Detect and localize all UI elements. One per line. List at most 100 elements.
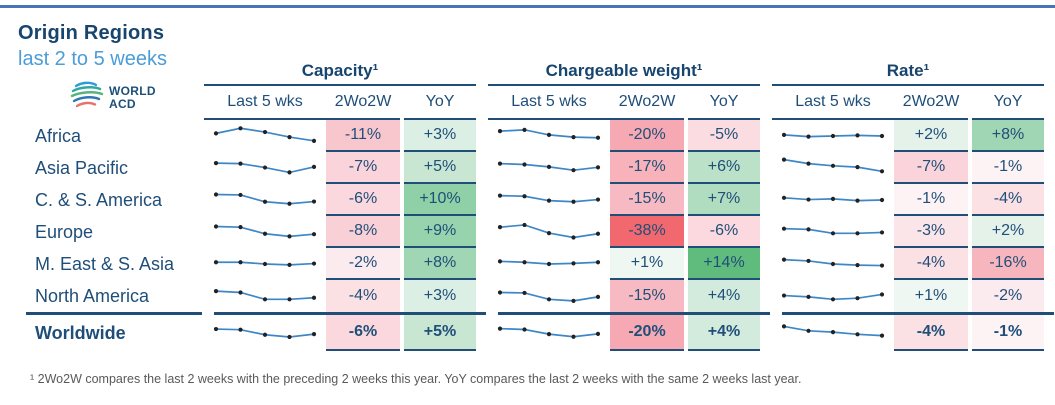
table-row-m-east-s-asia: M. East & S. Asia -2% +8% +1% +14% -4% -16% — [18, 248, 1054, 280]
chargeable_weight-yoy-value: -6% — [688, 216, 760, 248]
sparkline-cell-rate — [772, 216, 894, 248]
capacity-yoy-value: +3% — [404, 280, 476, 312]
chargeable_weight-yoy-value: -5% — [688, 120, 760, 152]
col-header-last5wks: Last 5 wks — [511, 93, 587, 110]
region-label: North America — [35, 285, 150, 306]
sparkline-cell-chargeable_weight — [488, 152, 610, 184]
table-row-europe: Europe -8% +9% -38% -6% -3% +2% — [18, 216, 1054, 248]
rate-2wo2w-value: +1% — [894, 280, 968, 312]
sparkline-cell-chargeable_weight — [488, 184, 610, 216]
separator-segment — [498, 312, 770, 315]
col-header-2wo2w: 2Wo2W — [618, 93, 676, 110]
group-gap — [476, 280, 488, 312]
footnote: ¹ 2Wo2W compares the last 2 weeks with t… — [30, 372, 802, 386]
page-subtitle: last 2 to 5 weeks — [18, 48, 167, 70]
region-label: Africa — [35, 125, 82, 146]
capacity-2wo2w-value: -7% — [326, 152, 400, 184]
total-separator-rule — [18, 312, 1054, 315]
sparkline-rate-asia-pacific — [781, 157, 885, 174]
chargeable_weight-2wo2w-value: -20% — [610, 120, 684, 152]
sparkline-capacity-m-east-s-asia — [213, 260, 317, 267]
sparkline-rate-m-east-s-asia — [781, 257, 885, 268]
group-gap — [760, 120, 772, 152]
worldacd-logo: WORLD ACD — [70, 80, 208, 115]
chargeable_weight-2wo2w-value: +1% — [610, 248, 684, 280]
capacity-yoy-value: +5% — [404, 315, 476, 351]
sparkline-cell-rate — [772, 315, 894, 351]
group-gap — [760, 315, 772, 351]
group-gap — [760, 56, 772, 86]
group-gap — [476, 248, 488, 280]
sparkline-chargeable_weight-m-east-s-asia — [497, 259, 601, 267]
group-header-rate: Rate¹ — [772, 56, 1044, 86]
col-header-yoy: YoY — [404, 86, 476, 120]
capacity-2wo2w-value: -6% — [326, 184, 400, 216]
chargeable_weight-2wo2w-value: -17% — [610, 152, 684, 184]
logo-line1: WORLD — [109, 84, 156, 99]
sparkline-cell-rate — [772, 152, 894, 184]
col-header-yoy: YoY — [688, 86, 760, 120]
rate-2wo2w-value: +2% — [894, 120, 968, 152]
rate-yoy-value: -16% — [972, 248, 1044, 280]
capacity-2wo2w-value: -11% — [326, 120, 400, 152]
region-label: Europe — [35, 221, 94, 242]
capacity-yoy-value: +3% — [404, 120, 476, 152]
group-gap — [476, 216, 488, 248]
subheader-rate-left: Last 5 wks 2Wo2W — [772, 86, 968, 120]
sparkline-rate-c-s-america — [781, 195, 885, 203]
sparkline-cell-capacity — [204, 184, 326, 216]
rate-2wo2w-value: -1% — [894, 184, 968, 216]
capacity-yoy-value: +9% — [404, 216, 476, 248]
table-body: Africa -11% +3% -20% -5% +2% +8% Asia Pacific -7… — [18, 120, 1054, 351]
sparkline-cell-capacity — [204, 152, 326, 184]
chargeable_weight-yoy-value: +14% — [688, 248, 760, 280]
col-header-2wo2w: 2Wo2W — [902, 93, 960, 110]
chargeable_weight-2wo2w-value: -38% — [610, 216, 684, 248]
capacity-2wo2w-value: -8% — [326, 216, 400, 248]
sparkline-cell-rate — [772, 120, 894, 152]
capacity-yoy-value: +10% — [404, 184, 476, 216]
logo-line2: ACD — [109, 96, 136, 111]
subheader-row: Last 5 wks 2Wo2W YoY Last 5 wks 2Wo2W Yo… — [18, 86, 1054, 120]
sparkline-cell-chargeable_weight — [488, 120, 610, 152]
sparkline-cell-rate — [772, 248, 894, 280]
group-gap — [760, 152, 772, 184]
separator-segment — [26, 312, 202, 315]
group-gap — [476, 56, 488, 86]
region-label: C. & S. America — [35, 189, 163, 210]
rate-yoy-value: +2% — [972, 216, 1044, 248]
col-header-last5wks: Last 5 wks — [227, 93, 303, 110]
chargeable_weight-2wo2w-value: -15% — [610, 280, 684, 312]
capacity-2wo2w-value: -2% — [326, 248, 400, 280]
region-label: Asia Pacific — [35, 157, 129, 178]
rate-yoy-value: -1% — [972, 152, 1044, 184]
group-gap — [476, 120, 488, 152]
group-header-capacity: Capacity¹ — [204, 56, 476, 86]
sparkline-chargeable_weight-c-s-america — [497, 193, 601, 204]
group-gap — [760, 280, 772, 312]
table-row-north-america: North America -4% +3% -15% +4% +1% -2% — [18, 280, 1054, 312]
group-header-row: Capacity¹ Chargeable weight¹ Rate¹ — [18, 56, 1054, 86]
sparkline-cell-capacity — [204, 120, 326, 152]
subheader-capacity-left: Last 5 wks 2Wo2W — [204, 86, 400, 120]
chargeable_weight-2wo2w-value: -15% — [610, 184, 684, 216]
sparkline-chargeable_weight-north-america — [497, 290, 601, 303]
sparkline-capacity-north-america — [213, 289, 317, 302]
sparkline-capacity-asia-pacific — [213, 161, 317, 175]
col-header-last5wks: Last 5 wks — [795, 93, 871, 110]
sparkline-cell-chargeable_weight — [488, 315, 610, 351]
group-gap — [760, 216, 772, 248]
col-header-2wo2w: 2Wo2W — [334, 93, 392, 110]
rate-2wo2w-value: -4% — [894, 315, 968, 351]
chargeable_weight-yoy-value: +4% — [688, 280, 760, 312]
table-row-asia-pacific: Asia Pacific -7% +5% -17% +6% -7% -1% — [18, 152, 1054, 184]
group-gap — [476, 184, 488, 216]
table-row-c-s-america: C. & S. America -6% +10% -15% +7% -1% -4% — [18, 184, 1054, 216]
capacity-2wo2w-value: -4% — [326, 280, 400, 312]
sparkline-capacity-worldwide — [213, 326, 317, 340]
origin-regions-table: Capacity¹ Chargeable weight¹ Rate¹ Last … — [18, 56, 1054, 351]
group-gap — [476, 86, 488, 120]
group-gap — [476, 152, 488, 184]
sparkline-cell-rate — [772, 184, 894, 216]
sparkline-cell-rate — [772, 280, 894, 312]
